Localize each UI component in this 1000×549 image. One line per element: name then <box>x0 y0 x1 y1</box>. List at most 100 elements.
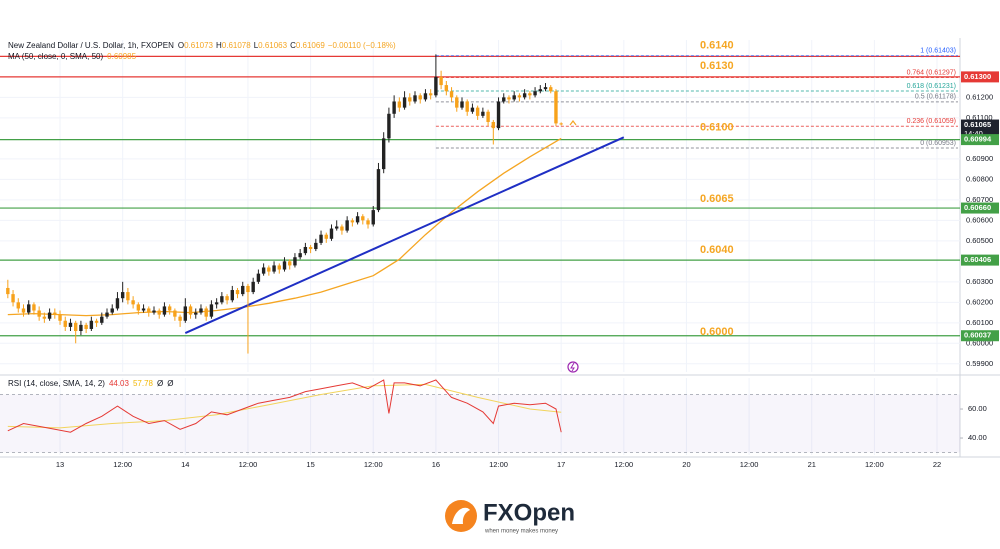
candle-body <box>282 261 287 270</box>
candle-body <box>141 308 146 311</box>
x-tick-label: 12:00 <box>239 460 258 469</box>
y-tick-label: 0.59900 <box>966 359 993 368</box>
logo-tagline: when money makes money <box>484 529 558 535</box>
logo: FXOpen when money makes money <box>445 499 575 535</box>
candle-body <box>27 304 31 313</box>
candle-body <box>199 308 203 313</box>
y-tick-label: 0.60500 <box>966 236 993 245</box>
candle-body <box>517 95 522 98</box>
candle-body <box>63 320 67 327</box>
candle-body <box>288 261 292 266</box>
candle-body <box>381 138 386 170</box>
event-icon-bolt <box>570 362 575 372</box>
candle-body <box>538 89 542 92</box>
candle-body <box>559 123 563 125</box>
candle-body <box>345 220 349 231</box>
x-tick-label: 12:00 <box>489 460 508 469</box>
candle-body <box>183 306 188 321</box>
rsi-extra: Ø <box>157 379 163 388</box>
x-tick-label: 14 <box>181 460 189 469</box>
candle-body <box>42 316 47 319</box>
candle-body <box>314 242 318 250</box>
candle-body <box>110 308 114 313</box>
ma-legend-value: 0.60985 <box>107 52 136 61</box>
rsi-tick-label: 60.00 <box>968 404 987 413</box>
candle-body <box>58 314 62 321</box>
candle-body <box>460 101 464 108</box>
rsi-sma-line <box>7 383 562 429</box>
candle-body <box>214 302 219 305</box>
candle-body <box>204 308 208 317</box>
symbol-title: New Zealand Dollar / U.S. Dollar, 1h, FX… <box>8 41 174 50</box>
rsi-legend: RSI (14, close, SMA, 14, 2) 44.03 57.78 Ø Ø <box>8 379 173 388</box>
rsi-extra: Ø <box>167 379 173 388</box>
candle-body <box>543 87 548 90</box>
o-key: O <box>178 41 184 50</box>
price-tag-label: 0.60406 <box>964 255 991 264</box>
event-icon[interactable] <box>567 361 579 373</box>
y-tick-label: 0.60900 <box>966 154 993 163</box>
h-value: 0.61078 <box>222 41 251 50</box>
candle-body <box>533 91 537 96</box>
candle-body <box>402 97 407 108</box>
candle-body <box>434 76 438 96</box>
candle-body <box>475 107 480 116</box>
candle-body <box>100 316 104 323</box>
candle-body <box>335 226 339 229</box>
fib-label: 0.618 (0.61231) <box>907 83 956 90</box>
price-tag <box>961 71 999 83</box>
x-tick-label: 22 <box>933 460 941 469</box>
candle-body <box>120 292 125 299</box>
candle-body <box>16 302 20 309</box>
candle-body <box>84 324 88 329</box>
ma-line <box>7 137 562 317</box>
level-label: 0.6000 <box>700 326 734 338</box>
fib-label: 0.5 (0.61178) <box>915 94 956 101</box>
candle-body <box>32 304 36 311</box>
price-tag <box>961 134 999 146</box>
candle-body <box>267 267 271 272</box>
price-tag-label: 0.61065 <box>964 120 991 129</box>
candle-body <box>423 93 428 100</box>
x-tick-label: 12:00 <box>865 460 884 469</box>
candle-body <box>73 322 78 332</box>
ma-legend: MA (50, close, 0, SMA, 50) 0.60985 <box>8 52 137 61</box>
trend-line <box>184 136 625 335</box>
fib-label: 0 (0.60953) <box>920 140 956 147</box>
rsi-band <box>0 394 960 453</box>
candle-body <box>277 265 281 270</box>
candle-body <box>173 310 177 317</box>
candle-body <box>392 101 396 114</box>
candle-body <box>136 304 141 311</box>
x-tick-label: 16 <box>432 460 440 469</box>
candle-body <box>105 312 109 317</box>
candle-body <box>178 316 182 321</box>
candle-body <box>21 308 26 313</box>
candle-body <box>340 226 344 231</box>
candle-body <box>94 320 99 323</box>
candle-body <box>350 220 355 223</box>
c-value: 0.61069 <box>296 41 325 50</box>
logo-name: FXOpen <box>483 499 575 526</box>
y-tick-label: 0.60300 <box>966 277 993 286</box>
price-tag <box>961 202 999 214</box>
candle-body <box>522 93 527 98</box>
candle-body <box>528 93 532 96</box>
candle-body <box>53 312 57 315</box>
y-tick-label: 0.60200 <box>966 297 993 306</box>
candle-body <box>496 101 501 129</box>
candle-body <box>235 290 240 295</box>
candle-body <box>131 300 135 305</box>
y-tick-label: 0.60600 <box>966 215 993 224</box>
rsi-legend-label: RSI (14, close, SMA, 14, 2) <box>8 379 105 388</box>
arrow-marker <box>569 120 577 126</box>
candle-body <box>428 93 433 96</box>
candle-body <box>329 228 334 239</box>
candle-body <box>188 306 193 315</box>
candle-body <box>554 91 558 124</box>
candle-body <box>220 296 224 303</box>
candle-body <box>308 246 313 250</box>
candle-body <box>251 281 255 293</box>
x-tick-label: 15 <box>306 460 314 469</box>
candle-body <box>481 111 485 116</box>
